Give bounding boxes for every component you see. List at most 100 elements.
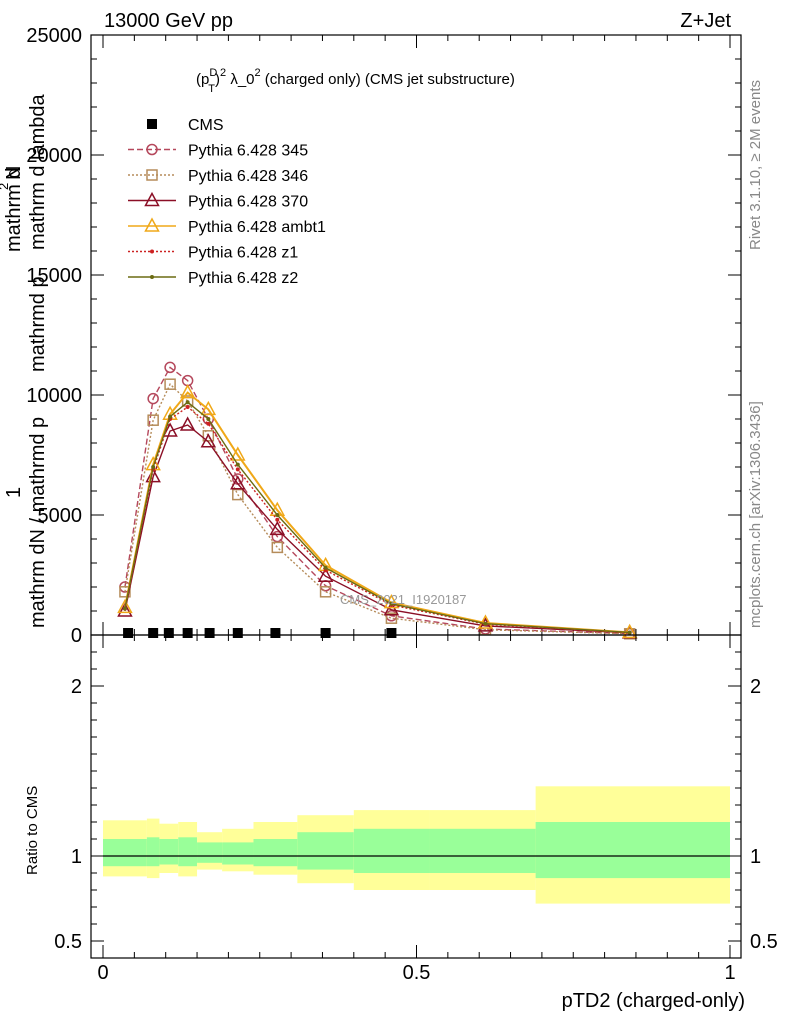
header-energy-label: 13000 GeV pp xyxy=(104,10,233,32)
ratio-ytick-label: 2 xyxy=(71,676,82,698)
ratio-band-inner xyxy=(353,828,430,873)
legend-item: Pythia 6.428 370 xyxy=(128,191,308,211)
legend-label: Pythia 6.428 346 xyxy=(188,168,308,185)
legend-item: CMS xyxy=(147,117,224,134)
data-point xyxy=(319,586,332,598)
data-point xyxy=(206,421,211,426)
legend-marker xyxy=(147,119,157,129)
legend-label: Pythia 6.428 370 xyxy=(188,194,308,211)
data-point xyxy=(204,628,215,638)
ratio-band-inner xyxy=(253,839,298,867)
main-ytick-label: 10000 xyxy=(26,385,82,407)
svg-text:mathrm d: mathrm d xyxy=(3,168,25,252)
data-point xyxy=(202,430,215,442)
data-point xyxy=(383,601,400,616)
data-point xyxy=(230,446,246,461)
legend-label: Pythia 6.428 345 xyxy=(188,143,308,160)
ratio-band-inner xyxy=(197,842,223,863)
data-point xyxy=(179,384,196,399)
svg-text:1: 1 xyxy=(3,487,25,498)
svg-text:mathrm d lambda: mathrm d lambda xyxy=(27,94,49,250)
ratio-band-inner xyxy=(159,839,179,865)
analysis-watermark: CMS_2021_I1920187 xyxy=(340,592,467,607)
svg-text:N: N xyxy=(3,166,25,180)
data-point xyxy=(179,416,196,431)
legend-marker xyxy=(150,275,154,279)
data-point xyxy=(275,513,280,517)
data-point xyxy=(385,612,398,624)
svg-text:mathrmd p: mathrmd p xyxy=(27,276,49,372)
data-point xyxy=(147,392,159,405)
data-point xyxy=(621,623,638,639)
data-point xyxy=(323,565,328,570)
legend-item: Pythia 6.428 z2 xyxy=(128,270,298,287)
ratio-band-inner xyxy=(146,837,160,867)
data-point xyxy=(148,628,159,638)
series-6 xyxy=(122,400,632,635)
ratio-band-inner xyxy=(103,839,147,867)
legend-marker xyxy=(144,191,160,207)
data-point xyxy=(164,378,176,390)
header-process-label: Z+Jet xyxy=(680,10,731,32)
data-point xyxy=(386,628,397,638)
main-series-group xyxy=(117,361,638,640)
legend-marker xyxy=(150,249,154,254)
rivet-version-label: Rivet 3.1.10, ≥ 2M events xyxy=(747,80,764,250)
ratio-ytick-label-right: 2 xyxy=(750,676,761,698)
data-point xyxy=(182,628,193,638)
data-point xyxy=(151,465,156,469)
series-0 xyxy=(123,628,397,638)
main-plot-title: (pD T)2 λ_02 (charged only) (CMS jet subs… xyxy=(196,67,515,95)
legend-item: Pythia 6.428 ambt1 xyxy=(128,217,326,236)
ratio-band-inner xyxy=(297,832,354,870)
data-point xyxy=(119,586,131,598)
ratio-band-inner xyxy=(535,822,730,879)
data-point xyxy=(232,488,244,501)
data-point xyxy=(271,541,284,554)
main-ytick-label: 0 xyxy=(71,625,82,647)
legend-marker xyxy=(146,169,158,181)
legend-item: Pythia 6.428 z1 xyxy=(128,245,298,262)
legend-marker xyxy=(144,217,160,232)
main-ytick-label: 5000 xyxy=(38,505,83,527)
data-point xyxy=(163,628,174,638)
data-point xyxy=(232,628,243,638)
data-point xyxy=(235,462,240,467)
data-point xyxy=(275,517,280,522)
ratio-ytick-label: 0.5 xyxy=(54,931,82,953)
legend-label: Pythia 6.428 ambt1 xyxy=(188,219,326,236)
legend-label: CMS xyxy=(188,117,224,134)
ratio-ytick-label: 1 xyxy=(71,846,82,868)
ratio-ytick-label-right: 0.5 xyxy=(750,931,778,953)
mcplots-credit-label: mcplots.cern.ch [arXiv:1306.3436] xyxy=(747,401,764,628)
ratio-band-inner xyxy=(429,828,536,873)
legend-item: Pythia 6.428 345 xyxy=(128,143,308,160)
legend-marker xyxy=(146,143,158,156)
xtick-label: 0 xyxy=(97,962,108,984)
data-point xyxy=(320,628,331,638)
series-line xyxy=(124,424,630,634)
data-point xyxy=(483,621,488,626)
data-point xyxy=(627,630,632,635)
data-point xyxy=(269,520,286,536)
data-point xyxy=(206,417,211,421)
data-point xyxy=(145,468,161,483)
legend: CMS Pythia 6.428 345 Pythia 6.428 346 Pythi… xyxy=(128,117,326,287)
data-point xyxy=(200,400,217,416)
data-point xyxy=(122,606,127,611)
data-point xyxy=(162,422,178,437)
data-point xyxy=(389,601,394,606)
data-point xyxy=(270,628,281,638)
data-point xyxy=(164,361,176,374)
data-point xyxy=(317,567,334,582)
data-point xyxy=(117,602,133,617)
data-point xyxy=(185,405,190,409)
series-3 xyxy=(117,416,638,639)
data-point xyxy=(147,414,159,426)
data-point xyxy=(230,475,246,490)
legend-item: Pythia 6.428 346 xyxy=(128,168,308,185)
ratio-band-inner xyxy=(178,837,198,867)
ratio-ytick-label-right: 1 xyxy=(750,846,761,868)
legend-label: Pythia 6.428 z1 xyxy=(188,245,298,262)
